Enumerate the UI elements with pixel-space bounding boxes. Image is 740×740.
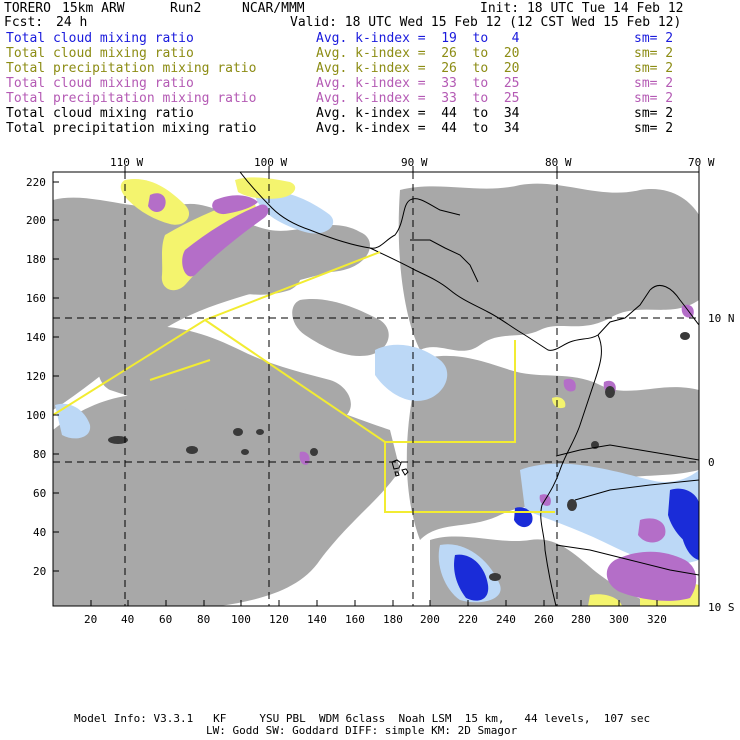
legend-kindex: Avg. k-index = 19 to 4	[316, 31, 520, 46]
legend-smoothing: sm= 2	[634, 46, 674, 61]
x-tick-label: 200	[420, 613, 440, 626]
x-tick-label: 80	[197, 613, 211, 626]
x-tick-label: 40	[121, 613, 135, 626]
y-tick-label: 80	[33, 448, 47, 461]
domain-boxes	[53, 251, 555, 513]
plot-frame	[52, 166, 700, 607]
y-tick-label: 100	[26, 409, 46, 422]
y-tick-label: 180	[26, 253, 46, 266]
legend-smoothing: sm= 2	[634, 121, 674, 136]
forecast-hour: 24 h	[56, 15, 88, 30]
cloud-black-cells	[108, 332, 690, 581]
lon-label: 90 W	[401, 156, 428, 169]
lon-label: 100 W	[254, 156, 288, 169]
lat-label: 10 N	[708, 312, 735, 325]
org-label: NCAR/MMM	[242, 1, 305, 16]
init-time: Init: 18 UTC Tue 14 Feb 12	[480, 1, 684, 16]
coastline	[239, 172, 699, 606]
x-tick-label: 140	[307, 613, 327, 626]
legend-field: Total precipitation mixing ratio	[6, 91, 257, 106]
lon-ticks-top	[124, 166, 700, 172]
model-name: TORERO	[4, 1, 51, 16]
lat-label: 10 S	[708, 601, 735, 614]
x-tick-label: 320	[647, 613, 667, 626]
legend-smoothing: sm= 2	[634, 106, 674, 121]
y-tick-label: 40	[33, 526, 47, 539]
legend-kindex: Avg. k-index = 26 to 20	[316, 46, 520, 61]
x-tick-label: 120	[269, 613, 289, 626]
gridlines	[53, 172, 699, 606]
y-ticks-left	[53, 181, 59, 572]
forecast-label: Fcst:	[4, 15, 44, 30]
legend-field: Total cloud mixing ratio	[6, 76, 194, 91]
x-tick-label: 240	[496, 613, 516, 626]
lon-label: 80 W	[545, 156, 572, 169]
legend-field: Total cloud mixing ratio	[6, 31, 194, 46]
legend-kindex: Avg. k-index = 44 to 34	[316, 121, 520, 136]
legend-field: Total precipitation mixing ratio	[6, 121, 257, 136]
y-tick-label: 140	[26, 331, 46, 344]
x-tick-label: 180	[383, 613, 403, 626]
y-tick-label: 160	[26, 292, 46, 305]
y-tick-label: 120	[26, 370, 46, 383]
y-tick-label: 200	[26, 214, 46, 227]
legend-field: Total precipitation mixing ratio	[6, 61, 257, 76]
y-tick-label: 60	[33, 487, 47, 500]
legend-smoothing: sm= 2	[634, 61, 674, 76]
model-info: Model Info: V3.3.1 KF YSU PBL WDM 6class…	[74, 712, 651, 725]
legend-field: Total cloud mixing ratio	[6, 106, 194, 121]
x-tick-label: 160	[345, 613, 365, 626]
legend-kindex: Avg. k-index = 33 to 25	[316, 91, 520, 106]
legend-kindex: Avg. k-index = 26 to 20	[316, 61, 520, 76]
legend-kindex: Avg. k-index = 44 to 34	[316, 106, 520, 121]
lat-label: 0	[708, 456, 715, 469]
legend-field: Total cloud mixing ratio	[6, 46, 194, 61]
valid-time: Valid: 18 UTC Wed 15 Feb 12 (12 CST Wed …	[290, 15, 682, 30]
x-tick-label: 220	[458, 613, 478, 626]
x-tick-label: 100	[231, 613, 251, 626]
legend-kindex: Avg. k-index = 33 to 25	[316, 76, 520, 91]
x-tick-label: 60	[159, 613, 173, 626]
legend-smoothing: sm= 2	[634, 31, 674, 46]
lon-label: 70 W	[688, 156, 715, 169]
model-resolution: 15km ARW	[62, 1, 125, 16]
y-tick-label: 20	[33, 565, 47, 578]
x-tick-label: 20	[84, 613, 98, 626]
run-label: Run2	[170, 1, 202, 16]
physics-info: LW: Godd SW: Goddard DIFF: simple KM: 2D…	[206, 724, 518, 737]
x-tick-label: 260	[534, 613, 554, 626]
legend-smoothing: sm= 2	[634, 91, 674, 106]
y-tick-label: 220	[26, 176, 46, 189]
x-ticks-bottom	[90, 600, 658, 606]
legend-smoothing: sm= 2	[634, 76, 674, 91]
lon-label: 110 W	[110, 156, 144, 169]
x-tick-label: 280	[571, 613, 591, 626]
cloud-field	[53, 183, 699, 606]
x-tick-label: 300	[609, 613, 629, 626]
